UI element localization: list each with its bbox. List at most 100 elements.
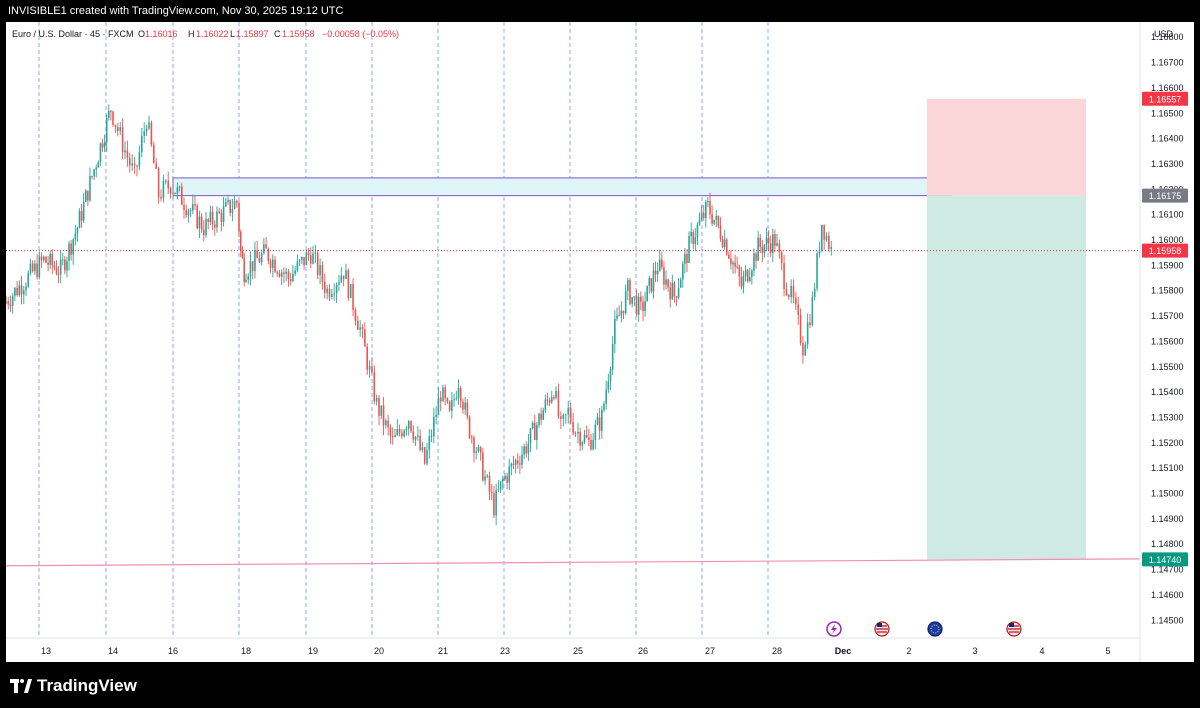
- candle-body: [276, 272, 279, 274]
- time-tick-label: 16: [168, 646, 178, 656]
- candle-body: [540, 413, 542, 420]
- candle-body: [508, 466, 511, 483]
- candle-body: [229, 199, 231, 213]
- candle-body: [468, 416, 471, 438]
- candle-body: [99, 143, 102, 163]
- candle-body: [333, 293, 336, 295]
- candle-body: [709, 201, 711, 215]
- candle-body: [700, 213, 703, 220]
- candle-body: [150, 122, 153, 145]
- target-price-tag-label: 1.14740: [1149, 555, 1182, 565]
- candle-body: [663, 267, 665, 285]
- candle-body: [780, 252, 783, 263]
- candle-body: [439, 397, 442, 402]
- candle-body: [258, 258, 261, 263]
- lightning-event-icon[interactable]: [826, 621, 842, 637]
- candle-body: [263, 244, 265, 254]
- candle-body: [207, 219, 209, 223]
- us-flag-event-icon-2[interactable]: [1006, 621, 1022, 637]
- candle-body: [338, 282, 340, 285]
- candle-body: [761, 247, 764, 253]
- legend: Euro / U.S. Dollar · 45 · FXCM O 1.16016…: [12, 29, 399, 39]
- horizontal-ray-line[interactable]: [6, 558, 1141, 567]
- candle-body: [87, 190, 89, 201]
- candle-body: [31, 263, 34, 272]
- eu-flag-event-icon[interactable]: [927, 621, 943, 637]
- supply-zone-rect[interactable]: [172, 177, 952, 197]
- candle-body: [688, 236, 690, 263]
- time-tick-label: 20: [374, 646, 384, 656]
- tradingview-logo[interactable]: TradingView: [10, 674, 137, 698]
- candle-body: [633, 296, 636, 298]
- candle-body: [155, 163, 157, 169]
- candle-body: [538, 413, 540, 425]
- us-flag-event-icon[interactable]: [874, 621, 890, 637]
- candle-body: [694, 237, 697, 245]
- candle-body: [387, 420, 389, 428]
- candle-body: [588, 437, 590, 440]
- candle-body: [690, 231, 692, 237]
- price-tick-label: 1.16700: [1151, 58, 1184, 68]
- chart-panel[interactable]: Euro / U.S. Dollar · 45 · FXCM O 1.16016…: [6, 22, 1194, 662]
- candle-body: [110, 110, 112, 112]
- candle-body: [553, 397, 555, 399]
- candle-body: [345, 270, 347, 279]
- candle-body: [778, 243, 781, 253]
- price-tick-label: 1.15600: [1151, 336, 1184, 346]
- candle-body: [298, 260, 301, 262]
- price-axis[interactable]: USD 1.16800 1.16700 1.16600 1.16500 1.16400 1…: [1139, 22, 1184, 662]
- candle-body: [89, 176, 91, 201]
- candle-body: [396, 429, 399, 435]
- candle-body: [493, 493, 495, 516]
- candle-body: [811, 297, 814, 326]
- candle-body: [466, 402, 469, 417]
- candle-body: [389, 427, 392, 436]
- price-tick-label: 1.15700: [1151, 311, 1184, 321]
- price-chart[interactable]: Euro / U.S. Dollar · 45 · FXCM O 1.16016…: [6, 22, 1194, 662]
- candle-body: [656, 270, 659, 275]
- candle-body: [637, 296, 640, 315]
- candle-body: [371, 366, 373, 373]
- price-tick-label: 1.14800: [1151, 539, 1184, 549]
- price-tick-label: 1.15800: [1151, 286, 1184, 296]
- candle-body: [183, 204, 185, 210]
- candle-body: [751, 270, 753, 277]
- candle-body: [294, 270, 296, 274]
- short-position-target-area[interactable]: [927, 195, 1086, 560]
- short-position-stop-area[interactable]: [927, 98, 1086, 196]
- candle-body: [305, 252, 308, 266]
- candle-body: [314, 252, 317, 254]
- candle-body: [679, 279, 682, 288]
- candle-body: [198, 216, 201, 229]
- candle-body: [555, 390, 557, 398]
- candle-body: [274, 259, 276, 273]
- candle-body: [744, 270, 747, 277]
- candle-body: [616, 315, 618, 319]
- candle-body: [53, 265, 56, 268]
- candle-body: [592, 439, 594, 450]
- candle-body: [241, 251, 244, 258]
- candle-body: [176, 187, 179, 194]
- candle-body: [93, 169, 95, 177]
- candle-body: [27, 273, 30, 287]
- price-tags: 1.16557 1.16175 1.15958 1.14740: [1142, 91, 1188, 567]
- candle-body: [658, 259, 661, 271]
- candle-body: [818, 250, 821, 254]
- candle-body: [364, 329, 366, 347]
- candle-body: [715, 216, 718, 220]
- candle-body: [742, 276, 745, 287]
- candle-body: [536, 424, 538, 440]
- candle-body: [721, 239, 724, 247]
- candle-body: [453, 399, 455, 401]
- legend-low-value: 1.15897: [236, 29, 269, 39]
- creator-line: INVISIBLE1 created with TradingView.com,…: [0, 0, 1200, 22]
- candle-body: [211, 211, 214, 225]
- candle-body: [629, 280, 631, 304]
- candle-body: [141, 135, 143, 153]
- candle-body: [488, 475, 491, 493]
- event-markers[interactable]: [826, 621, 1022, 637]
- time-axis[interactable]: 13 14 16 18 19 20 21 23 25 26 27 28 Dec 2 3 4 5: [6, 637, 1140, 656]
- candle-body: [347, 270, 350, 299]
- legend-open-value: 1.16016: [145, 29, 178, 39]
- candle-body: [648, 278, 651, 286]
